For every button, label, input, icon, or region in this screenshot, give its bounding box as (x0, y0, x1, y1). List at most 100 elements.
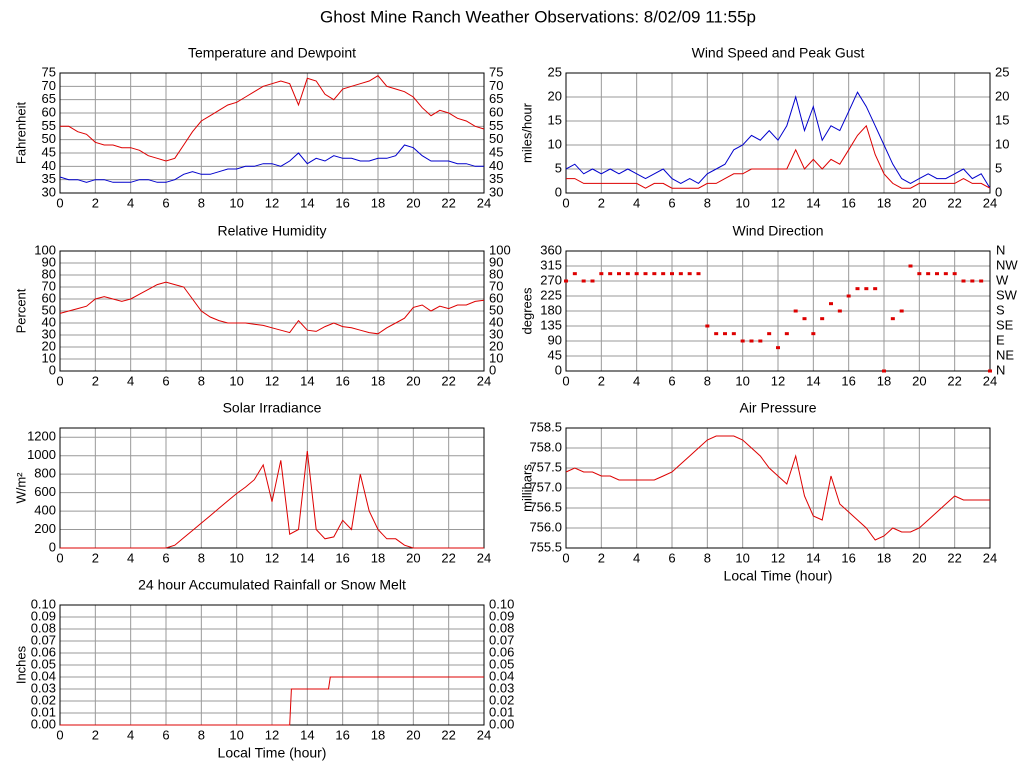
y-tick-label: 0 (49, 539, 56, 554)
y-tick-label: 200 (34, 521, 56, 536)
x-tick-label: 12 (265, 550, 279, 565)
data-point (776, 346, 780, 350)
x-tick-label: 22 (947, 195, 961, 210)
x-tick-label: 0 (562, 373, 569, 388)
y-tick-label: 0 (555, 362, 562, 377)
data-point (687, 272, 692, 276)
x-tick-label: 4 (633, 195, 640, 210)
y2-tick-label: SE (996, 317, 1014, 332)
data-line (59, 144, 484, 183)
x-tick-label: 14 (300, 373, 314, 388)
x-tick-label: 2 (598, 373, 605, 388)
y-axis-label: Inches (13, 645, 28, 684)
y-tick-label: 70 (42, 278, 56, 293)
data-point (564, 279, 568, 283)
y-axis-label: millibars (519, 464, 534, 512)
y-tick-label: 75 (42, 64, 56, 79)
page-title: Ghost Mine Ranch Weather Observations: 8… (320, 7, 756, 26)
data-point (855, 287, 860, 291)
x-tick-label: 20 (406, 550, 420, 565)
y-tick-label: 0.01 (31, 704, 56, 719)
y-tick-label: 0.02 (31, 692, 56, 707)
data-point (714, 332, 719, 336)
y-tick-label-right: 0.07 (489, 632, 514, 647)
data-point (899, 309, 904, 313)
y-tick-label: 0.03 (31, 680, 56, 695)
y-tick-label-right: 90 (489, 254, 503, 269)
x-tick-label: 18 (877, 195, 891, 210)
data-line (60, 676, 484, 726)
y-tick-label-right: 0.08 (489, 620, 514, 635)
x-tick-label: 8 (704, 195, 711, 210)
x-tick-label: 22 (947, 550, 961, 565)
x-tick-label: 16 (335, 373, 349, 388)
y-tick-label-right: 45 (489, 144, 503, 159)
data-point (979, 279, 984, 283)
y-tick-label: 65 (42, 91, 56, 106)
x-tick-label: 20 (912, 550, 926, 565)
y-tick-label: 400 (34, 503, 56, 518)
y-tick-label-right: 0.05 (489, 656, 514, 671)
y-tick-label: 45 (42, 144, 56, 159)
data-line (565, 435, 990, 541)
y-tick-label: 0.07 (31, 632, 56, 647)
x-tick-label: 4 (127, 195, 134, 210)
data-point (678, 272, 683, 276)
y-tick-label: 225 (540, 287, 562, 302)
data-point (767, 332, 772, 336)
x-tick-label: 0 (56, 195, 63, 210)
x-tick-label: 12 (771, 550, 785, 565)
y-tick-label: 80 (42, 266, 56, 281)
chart-title: 24 hour Accumulated Rainfall or Snow Mel… (138, 577, 406, 593)
x-tick-label: 6 (668, 195, 675, 210)
data-point (873, 287, 878, 291)
data-point (943, 272, 948, 276)
x-tick-label: 16 (841, 373, 855, 388)
y-tick-label-right: 0.09 (489, 608, 514, 623)
x-tick-label: 16 (841, 195, 855, 210)
y-tick-label: 600 (34, 484, 56, 499)
data-point (652, 272, 657, 276)
y-tick-label-right: 70 (489, 278, 503, 293)
chart-title: Air Pressure (739, 400, 816, 416)
y-tick-label: 0.05 (31, 656, 56, 671)
data-point (661, 272, 666, 276)
x-tick-label: 14 (300, 550, 314, 565)
data-point (608, 272, 613, 276)
x-tick-label: 14 (806, 550, 820, 565)
data-point (784, 332, 789, 336)
data-point (864, 287, 869, 291)
x-tick-label: 0 (562, 550, 569, 565)
data-point (572, 272, 577, 276)
data-point (617, 272, 621, 276)
y-axis-label: miles/hour (519, 102, 534, 163)
y-tick-label-right: 25 (995, 64, 1009, 79)
data-point (731, 332, 736, 336)
y2-tick-label: S (996, 302, 1005, 317)
data-point (625, 272, 630, 276)
y-tick-label: 55 (42, 118, 56, 133)
y-tick-label: 30 (42, 326, 56, 341)
data-point (846, 294, 851, 298)
data-point (952, 272, 957, 276)
x-tick-label: 2 (92, 373, 99, 388)
y-tick-label-right: 35 (489, 171, 503, 186)
y-tick-label-right: 65 (489, 91, 503, 106)
x-tick-label: 0 (56, 727, 63, 742)
y2-tick-label: W (996, 272, 1009, 287)
y-tick-label: 360 (540, 242, 562, 257)
x-tick-label: 14 (300, 727, 314, 742)
y-tick-label-right: 10 (995, 136, 1009, 151)
x-tick-label: 24 (983, 195, 997, 210)
x-tick-label: 24 (477, 550, 491, 565)
y-tick-label: 45 (548, 347, 562, 362)
x-tick-label: 16 (335, 550, 349, 565)
y-tick-label: 756.5 (529, 499, 562, 514)
x-tick-label: 10 (229, 195, 243, 210)
y-tick-label: 25 (548, 64, 562, 79)
chart-title: Temperature and Dewpoint (188, 45, 356, 61)
x-tick-label: 8 (198, 550, 205, 565)
x-tick-label: 4 (127, 373, 134, 388)
data-point (705, 324, 710, 328)
